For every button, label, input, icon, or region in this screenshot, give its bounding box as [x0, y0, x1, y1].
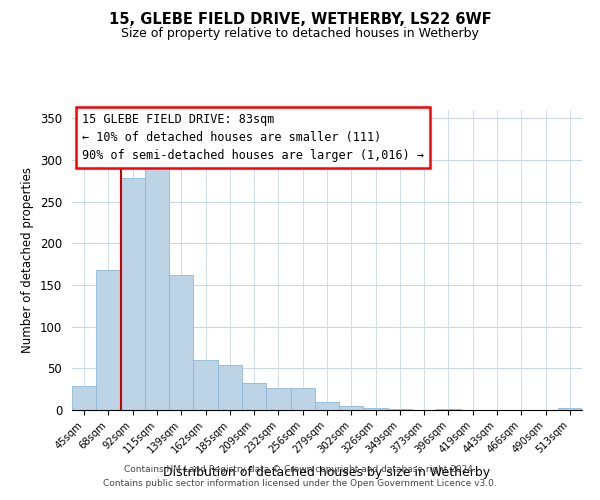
Bar	[558, 408, 582, 410]
Text: 15 GLEBE FIELD DRIVE: 83sqm
← 10% of detached houses are smaller (111)
90% of se: 15 GLEBE FIELD DRIVE: 83sqm ← 10% of det…	[82, 113, 424, 162]
Bar	[218, 365, 242, 410]
Bar	[315, 402, 339, 410]
Text: 15, GLEBE FIELD DRIVE, WETHERBY, LS22 6WF: 15, GLEBE FIELD DRIVE, WETHERBY, LS22 6W…	[109, 12, 491, 28]
Bar	[96, 270, 121, 410]
X-axis label: Distribution of detached houses by size in Wetherby: Distribution of detached houses by size …	[163, 466, 491, 479]
Text: Contains HM Land Registry data © Crown copyright and database right 2024.
Contai: Contains HM Land Registry data © Crown c…	[103, 466, 497, 487]
Bar	[290, 388, 315, 410]
Bar	[121, 178, 145, 410]
Bar	[145, 168, 169, 410]
Bar	[266, 388, 290, 410]
Bar	[242, 382, 266, 410]
Bar	[436, 409, 461, 410]
Bar	[388, 409, 412, 410]
Bar	[169, 275, 193, 410]
Bar	[339, 406, 364, 410]
Bar	[193, 360, 218, 410]
Bar	[72, 386, 96, 410]
Text: Size of property relative to detached houses in Wetherby: Size of property relative to detached ho…	[121, 28, 479, 40]
Bar	[364, 408, 388, 410]
Y-axis label: Number of detached properties: Number of detached properties	[22, 167, 34, 353]
